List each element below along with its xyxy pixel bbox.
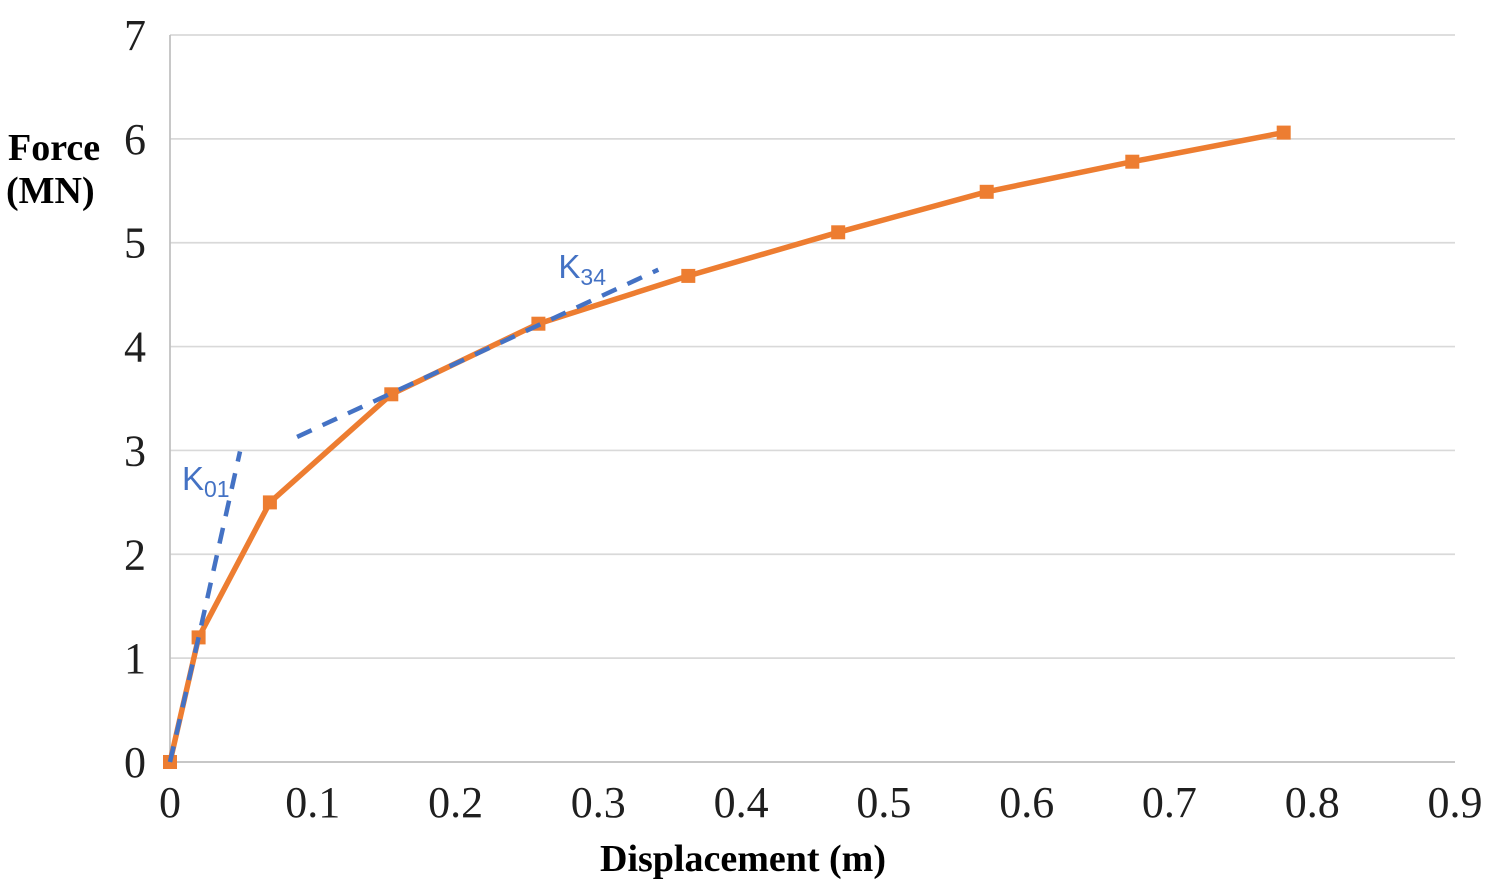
x-tick-label: 0	[159, 778, 181, 827]
series-force-displacement-curve	[167, 129, 1285, 763]
data-point-marker	[384, 387, 399, 402]
data-series	[163, 125, 1291, 769]
y-tick-label: 0	[124, 738, 146, 787]
y-tick-label: 4	[124, 323, 146, 372]
y-tick-label: 2	[124, 530, 146, 579]
data-point-marker	[1125, 154, 1140, 169]
x-tick-label: 0.5	[856, 778, 911, 827]
stiffness-label-k34: K34	[558, 248, 606, 290]
x-tick-label: 0.2	[428, 778, 483, 827]
data-point-marker	[262, 495, 277, 510]
x-tick-label: 0.6	[999, 778, 1054, 827]
data-point-marker	[1276, 125, 1291, 140]
y-tick-label: 1	[124, 634, 146, 683]
y-axis-title-line1: Force	[8, 127, 100, 169]
x-tick-label: 0.7	[1142, 778, 1197, 827]
x-axis-title: Displacement (m)	[600, 838, 886, 880]
x-tick-label: 0.4	[714, 778, 769, 827]
data-point-marker	[681, 268, 696, 283]
x-tick-label: 0.9	[1428, 778, 1483, 827]
y-tick-label: 7	[124, 11, 146, 60]
y-axis-title-line2: (MN)	[6, 170, 95, 212]
axis-tick-labels: 0 1 2 3 4 5 6 7 0 0.1 0.2 0.3 0.4 0.5 0.6 0.7 0.8 0.9	[124, 11, 1483, 827]
annotations: K01 K34	[182, 248, 606, 502]
data-point-marker	[831, 225, 846, 240]
gridlines	[169, 34, 1455, 763]
x-tick-label: 0.3	[571, 778, 626, 827]
series-K34-secant-stiffness-line	[296, 267, 660, 439]
x-tick-label: 0.8	[1285, 778, 1340, 827]
data-point-marker	[979, 184, 994, 199]
y-tick-label: 5	[124, 219, 146, 268]
series-K01-secant-stiffness-line	[167, 451, 243, 763]
stiffness-label-k01: K01	[182, 460, 230, 502]
y-tick-label: 6	[124, 115, 146, 164]
x-tick-label: 0.1	[285, 778, 340, 827]
y-tick-label: 3	[124, 426, 146, 475]
